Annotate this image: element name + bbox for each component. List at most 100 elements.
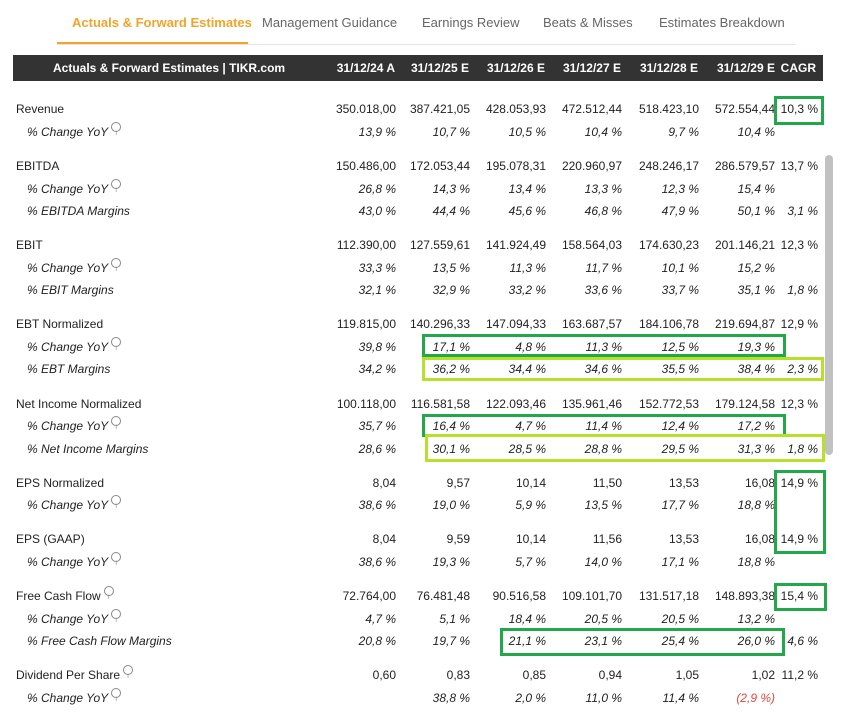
value-cell: 20,5 % [661, 612, 699, 626]
info-icon[interactable]: i [111, 337, 122, 352]
table-row-eps-normalized: EPS Normalized 8,04 9,57 10,14 11,50 13,53 16,… [0, 472, 830, 494]
info-icon[interactable]: i [111, 552, 122, 567]
tab-estimates-breakdown[interactable]: Estimates Breakdown [659, 15, 785, 30]
value-cell: 148.893,38 [714, 589, 775, 603]
column-header-2028[interactable]: 31/12/28 E [639, 61, 698, 75]
value-cell: 112.390,00 [336, 238, 396, 252]
table-row-ebt: EBT Normalized 119.815,00 140.296,33 147.09… [0, 313, 830, 335]
value-cell: 11,7 % [585, 261, 622, 275]
tab-earnings-review[interactable]: Earnings Review [422, 15, 520, 30]
value-cell: 43,0 % [358, 204, 396, 218]
value-cell: 38,6 % [358, 555, 396, 569]
value-cell: 140.296,33 [409, 317, 470, 331]
table-row-ebit: EBIT 112.390,00 127.559,61 141.924,49 158.56… [0, 234, 830, 256]
tab-bar: Actuals & Forward Estimates Management G… [0, 0, 852, 45]
value-cell: 25,4 % [661, 634, 699, 648]
value-cell: 286.579,57 [714, 159, 775, 173]
tab-actuals-forward-estimates[interactable]: Actuals & Forward Estimates [72, 15, 252, 30]
highlight-ebt-yoy [422, 334, 786, 357]
tab-management-guidance[interactable]: Management Guidance [262, 15, 398, 30]
column-header-cagr[interactable]: CAGR [780, 61, 816, 75]
value-cell: 33,7 % [661, 283, 699, 297]
column-header-2029[interactable]: 31/12/29 E [716, 61, 775, 75]
value-cell: 8,04 [372, 476, 396, 490]
table-row-fcf-yoy: % Change YoY i 4,7 % 5,1 % 18,4 % 20,5 % 20,5 … [0, 608, 830, 630]
column-header-2025[interactable]: 31/12/25 E [410, 61, 469, 75]
highlight-fcf-cagr [774, 583, 827, 611]
table-row-revenue: Revenue 350.018,00 387.421,05 428.053,93 472… [0, 98, 830, 120]
table-row-net-income: Net Income Normalized 100.118,00 116.581,5… [0, 393, 830, 415]
info-icon[interactable]: i [123, 665, 134, 680]
vertical-scrollbar[interactable] [825, 155, 833, 455]
row-label-text: % Change YoY [27, 125, 109, 139]
cagr-cell: 2,3 % [787, 362, 818, 376]
row-label: % Change YoY i [27, 687, 122, 709]
row-label-text: % Change YoY [27, 612, 109, 626]
value-cell: 31,3 % [737, 442, 775, 456]
table-row-ebt-yoy: % Change YoY i 39,8 % 17,1 % 4,8 % 11,3 % 12,5… [0, 336, 830, 358]
value-cell: 16,08 [744, 532, 775, 546]
value-cell: 18,8 % [737, 555, 775, 569]
value-cell: 172.053,44 [409, 159, 470, 173]
row-label-text: EPS (GAAP) [16, 532, 85, 546]
row-label-text: EBT Normalized [16, 317, 104, 331]
info-icon[interactable]: i [111, 258, 122, 273]
value-cell: 13,53 [668, 532, 699, 546]
info-icon[interactable]: i [111, 179, 122, 194]
value-cell: 34,4 % [508, 362, 546, 376]
table-row-ebitda: EBITDA 150.486,00 172.053,44 195.078,31 220.… [0, 155, 830, 177]
row-label: % Change YoY i [27, 121, 122, 143]
tab-beats-misses[interactable]: Beats & Misses [543, 15, 633, 30]
row-label: EPS Normalized [16, 472, 104, 494]
value-cell: 47,9 % [661, 204, 699, 218]
value-cell: 19,7 % [432, 634, 470, 648]
column-header-2026[interactable]: 31/12/26 E [486, 61, 545, 75]
info-icon[interactable]: i [111, 688, 122, 703]
value-cell: 33,6 % [584, 283, 622, 297]
row-label-text: % EBT Margins [27, 362, 111, 376]
column-header-2027[interactable]: 31/12/27 E [562, 61, 621, 75]
value-cell: 17,1 % [661, 555, 699, 569]
value-cell: 30,1 % [432, 442, 470, 456]
value-cell: 150.486,00 [335, 159, 396, 173]
row-label-text: % EBITDA Margins [27, 204, 130, 218]
value-cell: 44,4 % [432, 204, 470, 218]
row-label: Revenue [16, 98, 64, 120]
row-label: % Change YoY i [27, 551, 122, 573]
info-icon[interactable]: i [103, 586, 114, 601]
value-cell: 19,0 % [432, 498, 470, 512]
value-cell: 5,1 % [439, 612, 470, 626]
row-label-text: % Change YoY [27, 261, 109, 275]
info-icon[interactable]: i [111, 122, 122, 137]
value-cell: 100.118,00 [336, 397, 396, 411]
row-label: % EBIT Margins [27, 279, 114, 301]
cagr-cell: 1,8 % [787, 283, 818, 297]
cagr-cell: 15,4 % [780, 589, 818, 603]
info-icon[interactable]: i [111, 609, 122, 624]
table-row-eps-gaap-yoy: % Change YoY i 38,6 % 19,3 % 5,7 % 14,0 % 17,1… [0, 551, 830, 573]
cagr-cell: 13,7 % [780, 159, 818, 173]
value-cell: 17,2 % [737, 419, 775, 433]
value-cell: 387.421,05 [409, 102, 470, 116]
value-cell: 0,94 [598, 668, 622, 682]
table-title: Actuals & Forward Estimates | TIKR.com [53, 61, 286, 75]
value-cell: 179.124,58 [714, 397, 775, 411]
value-cell: 38,6 % [358, 498, 396, 512]
value-cell: 10,4 % [584, 125, 622, 139]
value-cell: 46,8 % [584, 204, 622, 218]
value-cell: 0,83 [446, 668, 470, 682]
value-cell: 18,8 % [737, 498, 775, 512]
table-row-fcf-margins: % Free Cash Flow Margins 20,8 % 19,7 % 21,1… [0, 630, 830, 652]
value-cell: 13,53 [668, 476, 699, 490]
info-icon[interactable]: i [111, 416, 122, 431]
row-label-text: EBIT [16, 238, 43, 252]
value-cell: 15,2 % [737, 261, 775, 275]
value-cell: 14,0 % [584, 555, 622, 569]
value-cell: 15,4 % [737, 182, 775, 196]
info-icon[interactable]: i [111, 495, 122, 510]
value-cell: 4,8 % [515, 340, 546, 354]
table-header: Actuals & Forward Estimates | TIKR.com 3… [13, 55, 823, 81]
column-header-2024[interactable]: 31/12/24 A [336, 61, 395, 75]
cagr-cell: 11,2 % [781, 668, 818, 682]
value-cell: 39,8 % [358, 340, 396, 354]
